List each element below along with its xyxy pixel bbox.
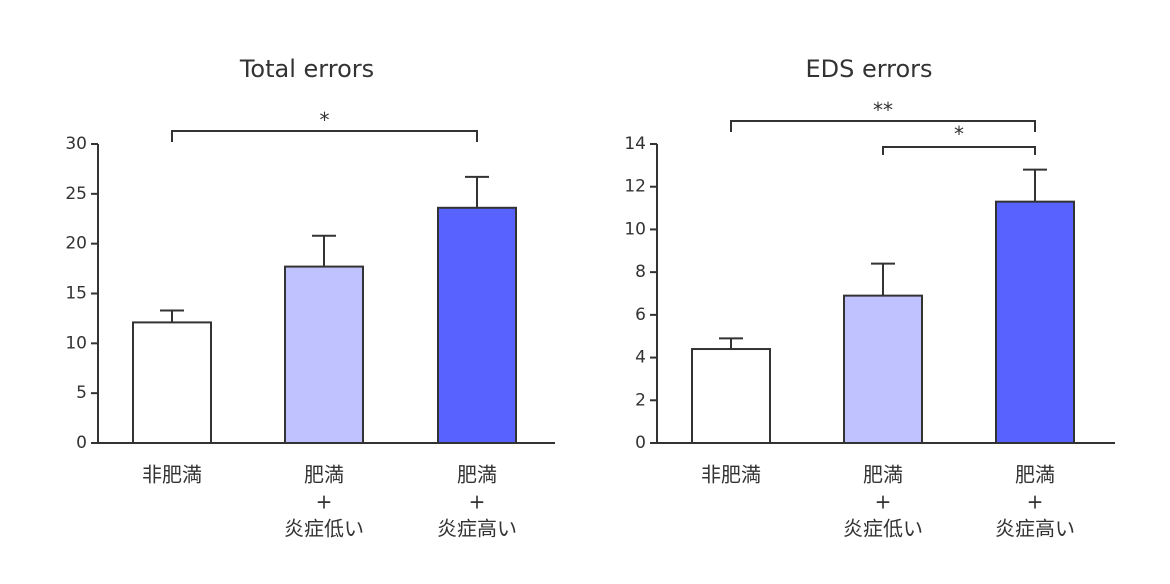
significance-label: ** bbox=[873, 98, 893, 122]
category-label: + bbox=[316, 490, 333, 514]
category-label: 炎症低い bbox=[843, 517, 923, 541]
significance-label: * bbox=[954, 122, 964, 146]
bar bbox=[132, 321, 212, 444]
y-tick-label: 8 bbox=[635, 262, 646, 282]
y-tick-label: 30 bbox=[65, 134, 87, 154]
category-label: 肥満 bbox=[304, 463, 344, 487]
y-tick-label: 10 bbox=[65, 333, 87, 353]
bar bbox=[691, 348, 771, 444]
significance-bracket bbox=[730, 120, 1036, 132]
y-tick-label: 14 bbox=[624, 134, 646, 154]
y-tick-label: 0 bbox=[635, 433, 646, 453]
category-label: 肥満 bbox=[863, 463, 903, 487]
y-tick-label: 0 bbox=[76, 433, 87, 453]
total-errors-chart: Total errors 0 5 10 15 20 25 30 非肥満 肥満 + 炎症低い 肥満 + 炎症高… bbox=[65, 55, 555, 541]
category-label: 肥満 bbox=[1015, 463, 1055, 487]
y-tick-label: 2 bbox=[635, 390, 646, 410]
y-tick-label: 20 bbox=[65, 234, 87, 254]
y-tick-label: 15 bbox=[65, 284, 87, 304]
chart-title: Total errors bbox=[239, 55, 374, 83]
y-tick-label: 4 bbox=[635, 348, 646, 368]
bar bbox=[437, 206, 517, 444]
bar bbox=[843, 294, 923, 444]
y-tick-label: 5 bbox=[76, 383, 87, 403]
category-label: 非肥満 bbox=[701, 463, 761, 487]
category-label: 炎症低い bbox=[284, 517, 364, 541]
significance-label: * bbox=[320, 108, 330, 132]
category-label: + bbox=[469, 490, 486, 514]
bar bbox=[995, 200, 1075, 444]
y-tick-label: 25 bbox=[65, 184, 87, 204]
significance-bracket bbox=[171, 130, 478, 142]
chart-title: EDS errors bbox=[805, 55, 932, 83]
y-tick-label: 6 bbox=[635, 305, 646, 325]
category-label: 非肥満 bbox=[142, 463, 202, 487]
category-label: 肥満 bbox=[457, 463, 497, 487]
bar bbox=[284, 265, 364, 444]
category-label: + bbox=[875, 490, 892, 514]
significance-bracket bbox=[882, 146, 1036, 155]
y-tick-label: 10 bbox=[624, 219, 646, 239]
category-label: 炎症高い bbox=[437, 517, 517, 541]
category-label: + bbox=[1027, 490, 1044, 514]
category-label: 炎症高い bbox=[995, 517, 1075, 541]
y-tick-label: 12 bbox=[624, 177, 646, 197]
